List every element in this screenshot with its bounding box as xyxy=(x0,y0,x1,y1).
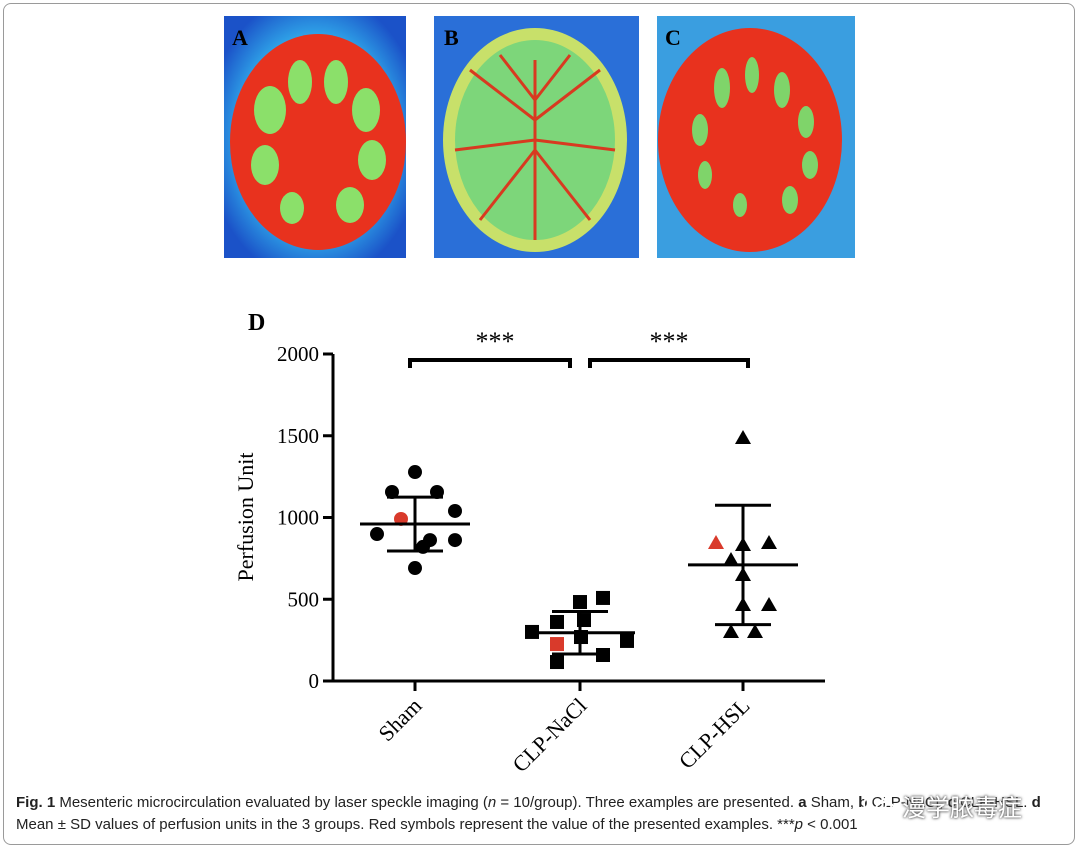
figure-caption: Fig. 1 Mesenteric microcirculation evalu… xyxy=(16,792,1056,836)
caption-run: n xyxy=(487,794,497,811)
figure: A B C D Perfusion Unit *** *** 0 500 1000 1… xyxy=(224,16,855,777)
caption-run: d xyxy=(1031,794,1041,811)
caption-run: Fig. 1 xyxy=(16,794,56,811)
data-point xyxy=(761,596,777,611)
caption-run: c xyxy=(947,794,956,811)
data-point xyxy=(448,503,462,518)
caption-run: CLP-HSL. xyxy=(955,794,1032,811)
data-point xyxy=(723,623,739,638)
data-point xyxy=(747,623,763,638)
x-tick-label: Sham xyxy=(373,693,426,746)
watermark: 漫学脓毒症 xyxy=(862,788,1022,823)
data-point xyxy=(550,637,564,652)
data-point xyxy=(620,633,634,648)
watermark-icon xyxy=(863,793,895,817)
panel-label: A xyxy=(232,25,248,50)
significance-bracket xyxy=(588,358,750,368)
y-tick-label: 1500 xyxy=(277,424,319,448)
caption-run: Mesenteric microcirculation evaluated by… xyxy=(55,794,488,811)
caption-run: Mean ± SD values of perfusion units in t… xyxy=(16,816,795,833)
caption-run: p xyxy=(794,816,804,833)
data-point xyxy=(385,484,399,499)
y-tick-label: 0 xyxy=(309,669,320,693)
significance-label: *** xyxy=(476,327,515,356)
caption-run: = 10/group). Three examples are presente… xyxy=(496,794,799,811)
data-point xyxy=(708,535,724,550)
data-point xyxy=(596,590,610,605)
caption-run: CLP-NaCl, xyxy=(867,794,948,811)
data-point xyxy=(761,535,777,550)
significance-bracket xyxy=(408,358,572,368)
data-point xyxy=(430,484,444,499)
image-c: C xyxy=(657,16,855,258)
data-point xyxy=(408,561,422,576)
caption-run: < 0.001 xyxy=(803,816,858,833)
significance-label: *** xyxy=(650,327,689,356)
panel-label: B xyxy=(444,25,459,50)
data-point xyxy=(448,533,462,548)
x-tick-label: CLP-NaCl xyxy=(507,693,591,777)
caption-run: b xyxy=(858,794,868,811)
data-point xyxy=(394,511,408,526)
data-point xyxy=(370,527,384,542)
data-point xyxy=(408,465,422,480)
image-b: B xyxy=(434,16,639,258)
watermark-text: 漫学脓毒症 xyxy=(902,794,1022,822)
y-axis-label: Perfusion Unit xyxy=(233,453,258,582)
data-point xyxy=(735,430,751,445)
caption-run: Sham, xyxy=(806,794,859,811)
data-point xyxy=(550,655,564,670)
y-tick-label: 2000 xyxy=(277,342,319,366)
figure-frame xyxy=(3,3,1075,845)
panel-label: C xyxy=(665,25,681,50)
data-point xyxy=(573,595,587,610)
data-point xyxy=(550,614,564,629)
data-point xyxy=(723,552,739,567)
x-tick-label: CLP-HSL xyxy=(674,693,755,774)
image-a: A xyxy=(224,16,406,258)
caption-run: a xyxy=(798,794,807,811)
y-tick-label: 500 xyxy=(288,587,320,611)
panel-label: D xyxy=(248,310,265,336)
y-tick-label: 1000 xyxy=(277,506,319,530)
